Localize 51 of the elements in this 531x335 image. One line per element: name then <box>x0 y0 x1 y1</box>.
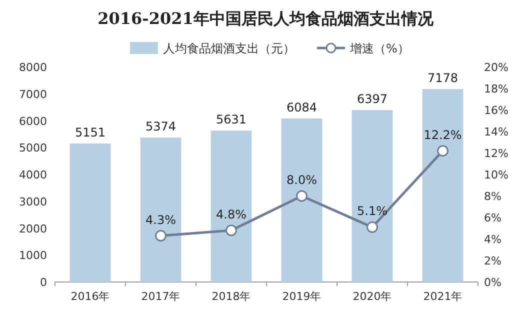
x-tick-label: 2020年 <box>352 290 392 303</box>
y-tick-label: 4000 <box>19 168 47 182</box>
y-tick-label: 5000 <box>19 142 47 155</box>
point <box>226 224 237 236</box>
point <box>155 230 166 242</box>
bar <box>352 110 393 282</box>
y-tick-label: 8000 <box>19 61 47 74</box>
y2-tick-label: 2% <box>484 254 502 268</box>
y2-tick-label: 10% <box>484 168 508 182</box>
y2-tick-label: 12% <box>484 147 508 160</box>
data-label: 5374 <box>145 120 176 134</box>
y2-tick-label: 20% <box>484 61 508 74</box>
data-label: 4.3% <box>146 212 176 227</box>
legend-label: 增速（%） <box>349 42 410 56</box>
bar <box>210 130 252 282</box>
x-tick-label: 2019年 <box>282 290 322 303</box>
y-tick-label: 7000 <box>19 88 47 101</box>
point <box>437 145 448 157</box>
y2-tick-label: 16% <box>484 104 508 117</box>
bar <box>281 118 322 282</box>
data-label: 5631 <box>216 112 247 127</box>
data-label: 8.0% <box>286 173 317 187</box>
data-label: 5.1% <box>357 204 388 218</box>
bar <box>70 144 111 282</box>
y-tick-label: 3000 <box>19 195 47 208</box>
chart-title: 2016-2021年中国居民人均食品烟酒支出情况 <box>98 9 434 28</box>
legend-label: 人均食品烟酒支出（元） <box>163 42 295 56</box>
bar <box>140 138 182 282</box>
y-tick-label: 6000 <box>19 114 47 128</box>
data-label: 7178 <box>427 71 458 86</box>
x-tick-label: 2021年 <box>423 290 462 303</box>
data-label: 4.8% <box>216 207 246 222</box>
data-label: 12.2% <box>424 128 462 142</box>
data-label: 5151 <box>74 126 106 140</box>
y2-tick-label: 18% <box>484 82 508 96</box>
bar <box>422 89 464 282</box>
data-label: 6084 <box>286 100 318 114</box>
y-tick-label: 2000 <box>19 222 47 236</box>
y2-tick-label: 6% <box>484 212 502 224</box>
y2-tick-label: 0% <box>484 276 502 289</box>
x-tick-label: 2017年 <box>141 290 180 303</box>
y-tick-label: 0 <box>40 276 47 289</box>
data-label: 6397 <box>356 92 388 106</box>
y2-tick-label: 4% <box>484 233 502 246</box>
y2-tick-label: 8% <box>484 190 502 203</box>
x-tick-label: 2016年 <box>70 290 110 303</box>
y2-tick-label: 14% <box>484 126 508 138</box>
point <box>296 190 308 202</box>
x-tick-label: 2018年 <box>212 290 251 303</box>
point <box>366 221 378 233</box>
y-tick-label: 1000 <box>19 249 47 262</box>
